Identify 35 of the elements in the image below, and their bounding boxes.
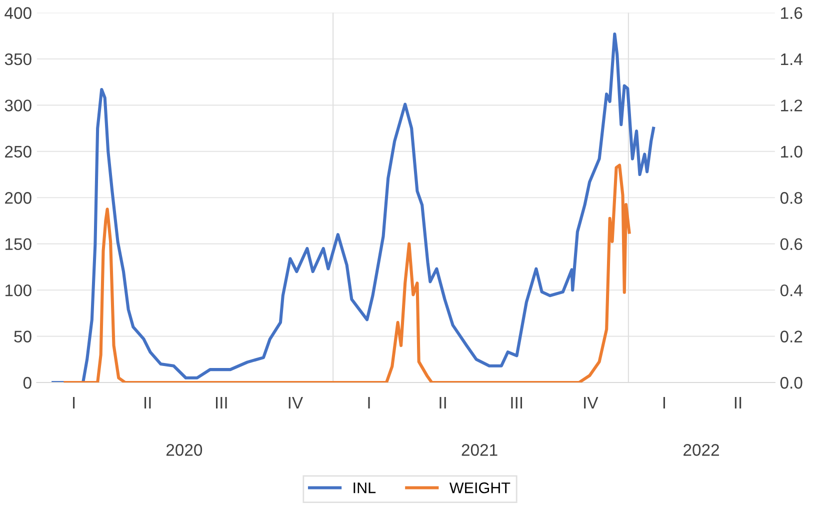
text: IV xyxy=(584,397,598,408)
text: III xyxy=(511,397,522,408)
y-tick-label: 200 xyxy=(5,192,32,204)
legend-label: INL xyxy=(354,482,376,494)
text: I xyxy=(368,397,370,408)
y2-tick-label: 1.2 xyxy=(781,100,802,112)
x-tick-label: 2020 xyxy=(166,444,202,456)
line-series xyxy=(52,32,656,382)
y2-tick-label: 0.6 xyxy=(780,238,802,250)
text: I xyxy=(73,397,75,408)
y-tick-label: 400 xyxy=(4,7,32,19)
legend-label: WEIGHT xyxy=(449,482,510,494)
x-tick-label: 2022 xyxy=(684,444,719,456)
text: I xyxy=(663,397,665,408)
y2-tick-label: 1.6 xyxy=(781,7,802,19)
y-tick-label: 300 xyxy=(4,100,32,112)
y2-tick-label: 0.4 xyxy=(780,284,802,296)
text: II xyxy=(734,397,742,408)
text: II xyxy=(440,397,446,408)
y2-tick-label: 0.8 xyxy=(780,192,802,204)
y-tick-label: 350 xyxy=(4,53,32,66)
y-tick-label: 100 xyxy=(6,284,32,296)
text: IV xyxy=(288,397,303,408)
y-tick-label: 50 xyxy=(14,330,32,342)
y-tick-label: 150 xyxy=(6,238,32,250)
x-tick-label: 2021 xyxy=(462,444,498,456)
text: III xyxy=(216,397,227,408)
y2-tick-label: 1.0 xyxy=(781,146,802,158)
y-tick-label: 0 xyxy=(23,376,32,389)
line-series xyxy=(64,164,631,382)
y2-tick-label: 0.0 xyxy=(780,376,802,389)
y-tick-label: 250 xyxy=(5,146,32,158)
text: II xyxy=(144,397,151,408)
y2-tick-label: 1.4 xyxy=(781,54,802,66)
y2-tick-label: 0.2 xyxy=(780,330,802,342)
